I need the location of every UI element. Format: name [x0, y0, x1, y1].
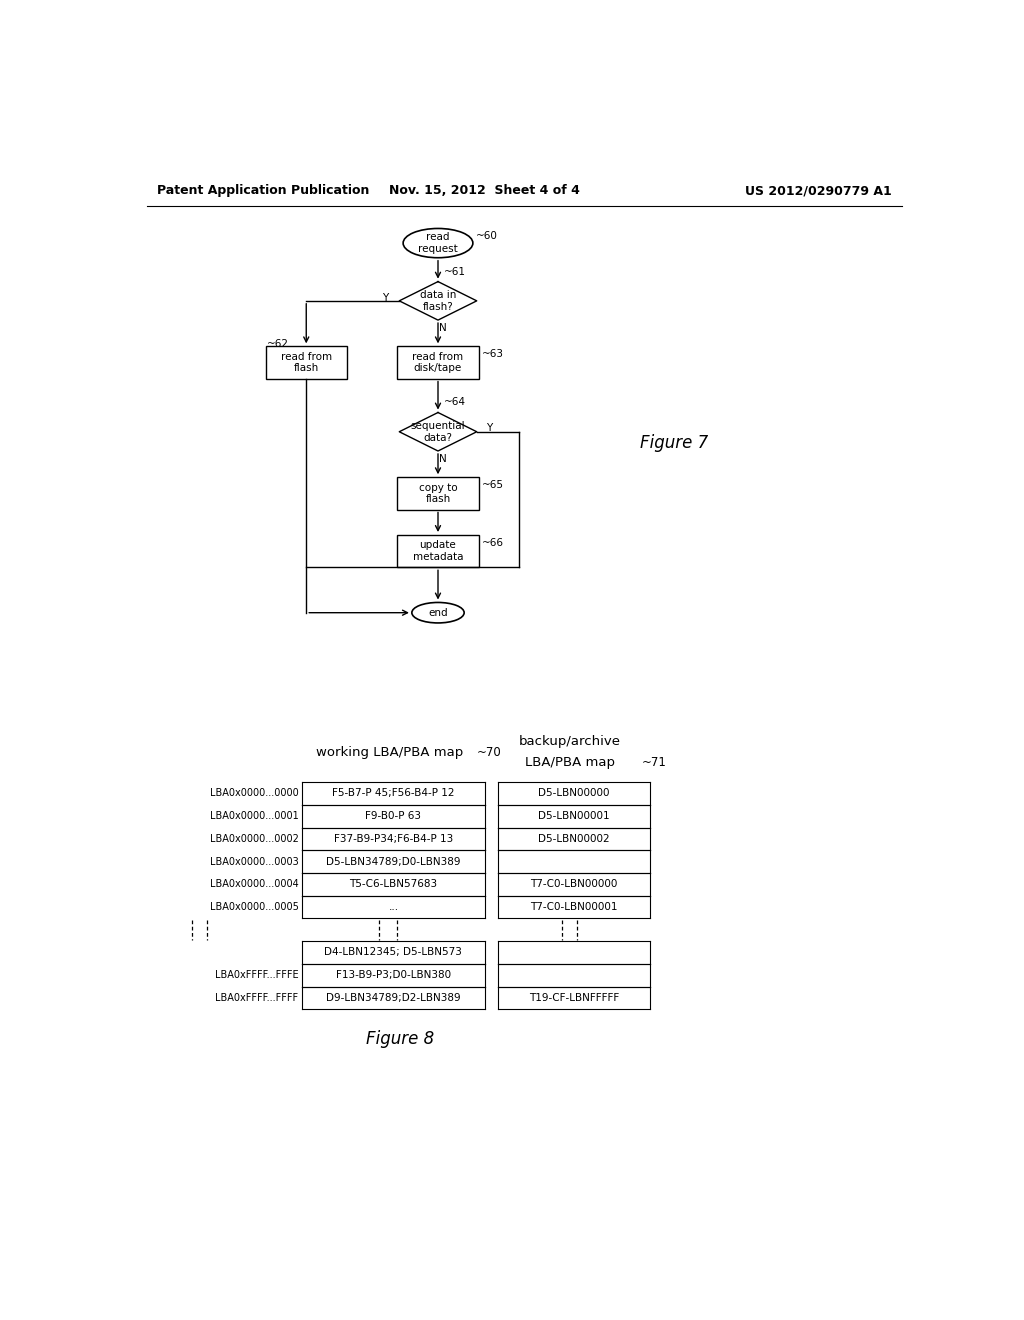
Text: ~70: ~70 — [477, 746, 502, 759]
Text: N: N — [438, 323, 446, 333]
Text: F9-B0-P 63: F9-B0-P 63 — [366, 812, 422, 821]
Text: sequential
data?: sequential data? — [411, 421, 465, 442]
Text: ~64: ~64 — [444, 397, 466, 408]
Text: D4-LBN12345; D5-LBN573: D4-LBN12345; D5-LBN573 — [325, 948, 463, 957]
Text: F37-B9-P34;F6-B4-P 13: F37-B9-P34;F6-B4-P 13 — [334, 834, 453, 843]
Text: LBA/PBA map: LBA/PBA map — [525, 755, 615, 768]
Text: Y: Y — [382, 293, 388, 302]
Text: read
request: read request — [418, 232, 458, 253]
Text: LBA0x0000...0001: LBA0x0000...0001 — [210, 812, 299, 821]
Text: T19-CF-LBNFFFFF: T19-CF-LBNFFFFF — [528, 993, 620, 1003]
Text: T7-C0-LBN00001: T7-C0-LBN00001 — [530, 902, 617, 912]
Text: LBA0x0000...0000: LBA0x0000...0000 — [210, 788, 299, 799]
Text: ~63: ~63 — [481, 350, 504, 359]
Text: LBA0x0000...0003: LBA0x0000...0003 — [210, 857, 299, 867]
Text: working LBA/PBA map: working LBA/PBA map — [316, 746, 463, 759]
Text: LBA0x0000...0005: LBA0x0000...0005 — [210, 902, 299, 912]
Text: ~65: ~65 — [481, 480, 504, 490]
Text: read from
disk/tape: read from disk/tape — [413, 351, 464, 374]
Text: ...: ... — [388, 902, 398, 912]
Text: F13-B9-P3;D0-LBN380: F13-B9-P3;D0-LBN380 — [336, 970, 451, 981]
Text: LBA0x0000...0002: LBA0x0000...0002 — [210, 834, 299, 843]
Text: LBA0xFFFF...FFFE: LBA0xFFFF...FFFE — [215, 970, 299, 981]
Text: LBA0x0000...0004: LBA0x0000...0004 — [210, 879, 299, 890]
Text: update
metadata: update metadata — [413, 540, 463, 562]
Text: D5-LBN00002: D5-LBN00002 — [539, 834, 610, 843]
Text: read from
flash: read from flash — [281, 351, 332, 374]
Text: Nov. 15, 2012  Sheet 4 of 4: Nov. 15, 2012 Sheet 4 of 4 — [389, 185, 580, 197]
Text: D5-LBN34789;D0-LBN389: D5-LBN34789;D0-LBN389 — [327, 857, 461, 867]
Text: ~62: ~62 — [267, 339, 289, 348]
Text: D5-LBN00001: D5-LBN00001 — [539, 812, 610, 821]
Text: backup/archive: backup/archive — [519, 735, 622, 748]
Text: ~66: ~66 — [481, 539, 504, 548]
Text: end: end — [428, 607, 447, 618]
Text: Figure 8: Figure 8 — [367, 1030, 434, 1048]
Text: data in
flash?: data in flash? — [420, 290, 456, 312]
Text: D9-LBN34789;D2-LBN389: D9-LBN34789;D2-LBN389 — [326, 993, 461, 1003]
Text: US 2012/0290779 A1: US 2012/0290779 A1 — [745, 185, 892, 197]
Text: F5-B7-P 45;F56-B4-P 12: F5-B7-P 45;F56-B4-P 12 — [332, 788, 455, 799]
Text: Figure 7: Figure 7 — [640, 434, 708, 453]
Text: LBA0xFFFF...FFFF: LBA0xFFFF...FFFF — [215, 993, 299, 1003]
Text: T5-C6-LBN57683: T5-C6-LBN57683 — [349, 879, 437, 890]
Text: N: N — [438, 454, 446, 463]
Text: ~71: ~71 — [642, 755, 667, 768]
Text: Y: Y — [486, 422, 493, 433]
Text: ~60: ~60 — [476, 231, 498, 240]
Text: ~61: ~61 — [444, 267, 466, 277]
Text: T7-C0-LBN00000: T7-C0-LBN00000 — [530, 879, 617, 890]
Text: Patent Application Publication: Patent Application Publication — [158, 185, 370, 197]
Text: D5-LBN00000: D5-LBN00000 — [539, 788, 609, 799]
Text: copy to
flash: copy to flash — [419, 483, 458, 504]
